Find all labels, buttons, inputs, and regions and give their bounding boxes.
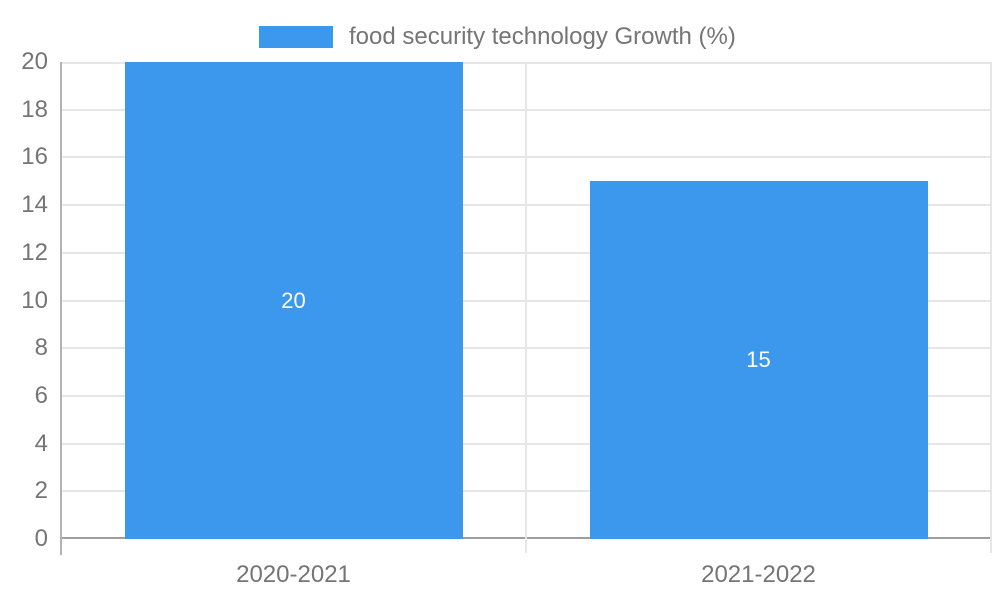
bar: 15	[589, 181, 928, 539]
plot-area: 20 15	[61, 62, 991, 539]
y-tick-label: 0	[34, 525, 48, 552]
bar-value-label: 20	[281, 287, 306, 313]
plot-right-edge-line	[990, 62, 992, 553]
y-tick-label: 6	[34, 381, 48, 409]
bar-value-label: 15	[746, 347, 771, 373]
legend: food security technology Growth (%)	[259, 23, 736, 51]
y-tick-label: 20	[21, 48, 48, 75]
x-tick-label: 2020-2021	[236, 561, 351, 588]
y-tick-label: 18	[21, 95, 48, 123]
category-separator-line	[525, 62, 527, 553]
y-axis-line	[60, 62, 62, 555]
y-tick-label: 14	[21, 191, 48, 219]
y-tick-label: 8	[34, 334, 48, 362]
y-tick-label: 16	[21, 143, 48, 171]
legend-swatch	[259, 26, 333, 48]
y-tick-label: 10	[21, 286, 48, 314]
x-tick-label: 2021-2022	[701, 561, 816, 588]
legend-label: food security technology Growth (%)	[349, 23, 736, 50]
y-tick-label: 2	[34, 477, 48, 505]
bar: 20	[124, 62, 463, 539]
y-tick-label: 12	[21, 238, 48, 266]
y-tick-label: 4	[34, 429, 48, 457]
